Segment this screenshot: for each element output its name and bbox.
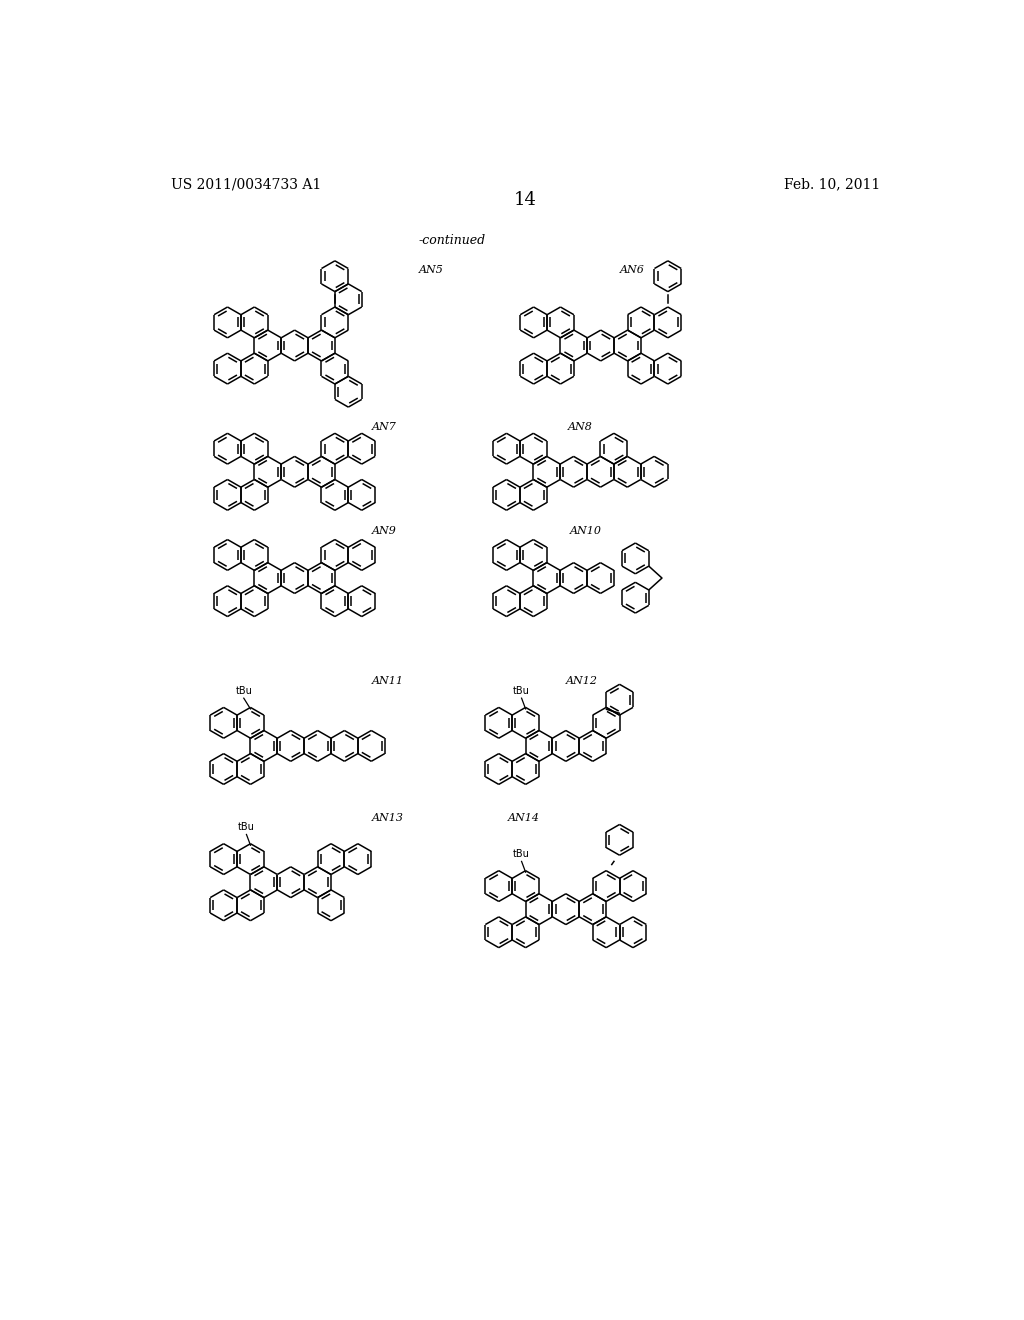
Text: AN8: AN8 [568,422,593,432]
Text: tBu: tBu [513,686,530,696]
Text: tBu: tBu [513,849,530,859]
Text: AN9: AN9 [372,527,397,536]
Text: -continued: -continued [419,234,485,247]
Text: 14: 14 [513,191,537,209]
Text: AN7: AN7 [372,422,397,432]
Text: tBu: tBu [238,822,255,832]
Text: AN14: AN14 [508,813,540,822]
Text: AN13: AN13 [372,813,404,822]
Text: US 2011/0034733 A1: US 2011/0034733 A1 [171,178,321,191]
Text: Feb. 10, 2011: Feb. 10, 2011 [783,178,880,191]
Text: AN6: AN6 [621,264,645,275]
Text: AN5: AN5 [419,264,443,275]
Text: AN12: AN12 [566,676,598,686]
Text: AN11: AN11 [372,676,404,686]
Text: tBu: tBu [236,686,252,696]
Text: AN10: AN10 [569,527,602,536]
